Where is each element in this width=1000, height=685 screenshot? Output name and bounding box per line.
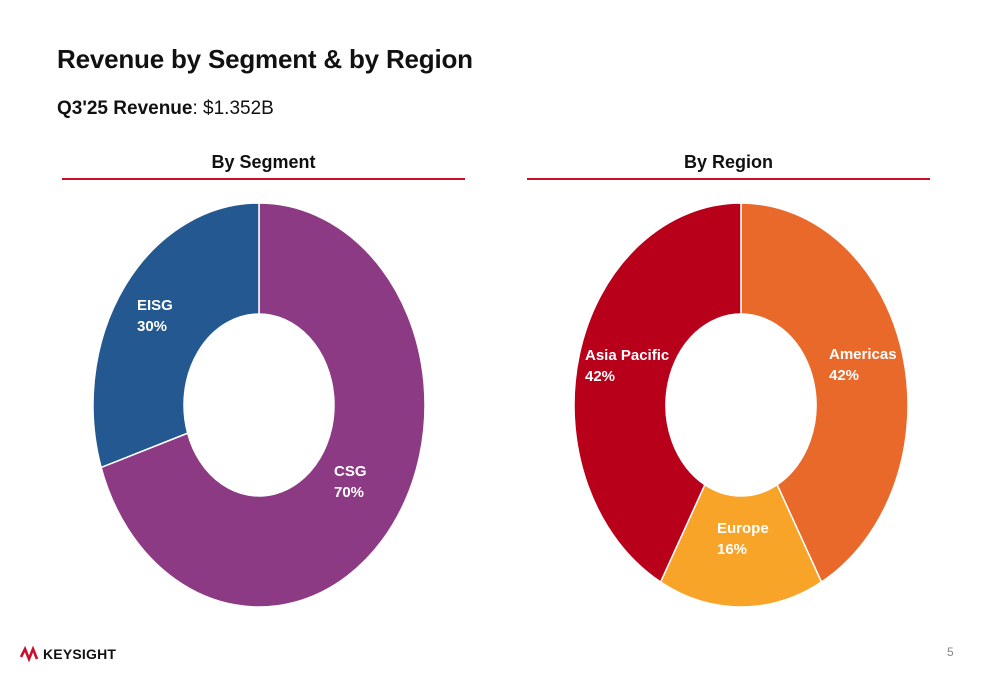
region-value-americas: 42% (829, 367, 859, 384)
segment-value-csg: 70% (334, 484, 364, 501)
segment-chart-heading: By Segment (62, 152, 465, 180)
region-slice-americas (740, 202, 909, 584)
revenue-value: : $1.352B (192, 98, 274, 119)
page-title: Revenue by Segment & by Region (57, 44, 473, 74)
region-chart-title: By Region (683, 152, 773, 172)
segment-chart-title: By Segment (211, 152, 316, 172)
keysight-wave-icon (20, 646, 39, 662)
revenue-summary: Q3'25 Revenue: $1.352B (57, 98, 274, 120)
region-label-asia-pacific: Asia Pacific (585, 347, 669, 364)
keysight-logo: KEYSIGHT (20, 646, 116, 662)
region-slice-asia-pacific (573, 202, 742, 584)
segment-label-eisg: EISG (137, 297, 173, 314)
segment-label-csg: CSG (334, 463, 367, 480)
page-number: 5 (947, 645, 954, 659)
region-value-europe: 16% (717, 541, 747, 558)
region-label-europe: Europe (717, 520, 769, 537)
region-chart-heading: By Region (527, 152, 930, 180)
region-slice-europe (659, 483, 823, 608)
segment-slice-csg (100, 202, 426, 608)
region-label-americas: Americas (829, 346, 897, 363)
revenue-label: Q3'25 Revenue (57, 98, 193, 119)
region-value-asia-pacific: 42% (585, 368, 615, 385)
segment-slice-eisg (92, 202, 260, 469)
logo-text: KEYSIGHT (43, 646, 117, 662)
segment-value-eisg: 30% (137, 318, 167, 335)
